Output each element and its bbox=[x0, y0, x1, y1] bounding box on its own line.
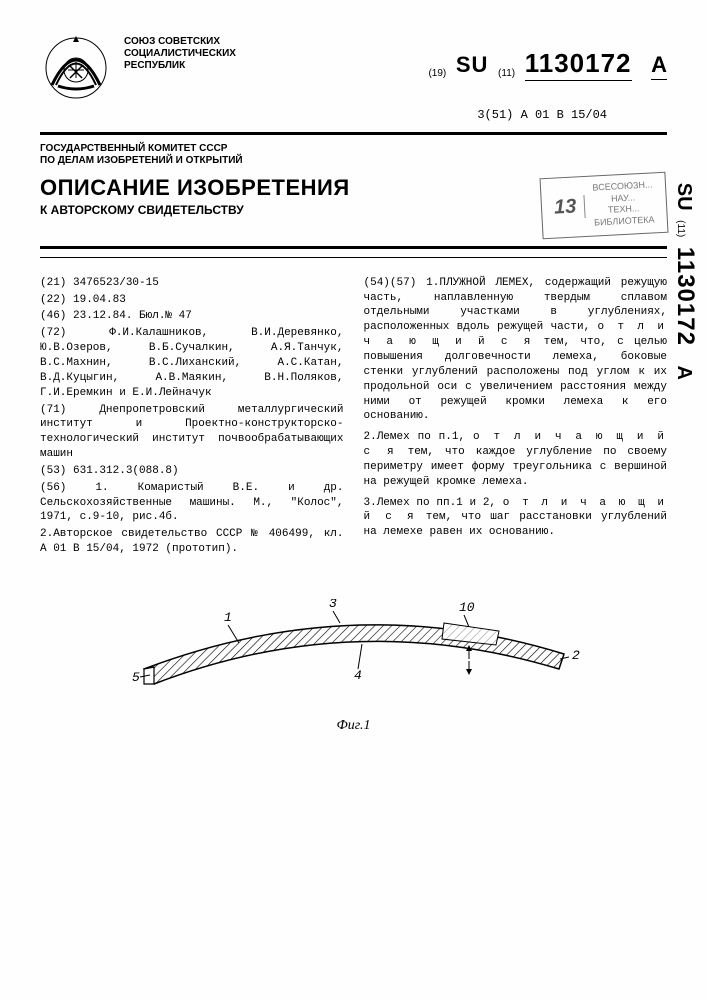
side-kind: A bbox=[673, 366, 695, 380]
code-19-label: (19) bbox=[428, 68, 446, 79]
stamp-line: НАУ... bbox=[611, 192, 636, 203]
field-56-ref1: (56) 1. Комаристый В.Е. и др. Сельскохоз… bbox=[40, 481, 344, 526]
organization-name: СОЮЗ СОВЕТСКИХ СОЦИАЛИСТИЧЕСКИХ РЕСПУБЛИ… bbox=[124, 30, 274, 72]
fig-label-2: 2 bbox=[572, 648, 580, 663]
class-code: А 01 В 15/04 bbox=[521, 108, 607, 122]
side-publication-code: SU (11) 1130172 A bbox=[671, 183, 699, 380]
fig-label-3: 3 bbox=[329, 599, 337, 611]
claim-text: тем, что, с целью повышения долговечност… bbox=[364, 336, 668, 422]
class-prefix: 3(51) bbox=[477, 108, 513, 122]
claim-2: 2.Лемех по п.1, о т л и ч а ю щ и й с я … bbox=[364, 430, 668, 489]
fig-label-1: 1 bbox=[224, 610, 232, 625]
divider bbox=[40, 246, 667, 249]
bibliographic-column: (21) 3476523/30-15 (22) 19.04.83 (46) 23… bbox=[40, 276, 344, 559]
claim-text: 3.Лемех по пп.1 и 2, bbox=[364, 497, 503, 509]
figure-1: 5 1 3 4 10 2 Фиг.1 bbox=[40, 599, 667, 734]
ipc-classification: 3(51) А 01 В 15/04 bbox=[40, 108, 607, 122]
code-11-label: (11) bbox=[498, 68, 515, 79]
fig-label-10: 10 bbox=[459, 600, 475, 615]
side-number: 1130172 bbox=[672, 247, 699, 346]
field-71-applicant: (71) Днепропетровский металлургический и… bbox=[40, 403, 344, 462]
figure-caption: Фиг.1 bbox=[40, 718, 667, 734]
publication-code: (19) SU (11) 1130172 A bbox=[428, 30, 667, 79]
side-code11: (11) bbox=[675, 220, 686, 237]
document-title: ОПИСАНИЕ ИЗОБРЕТЕНИЯ bbox=[40, 175, 350, 201]
fig-label-4: 4 bbox=[354, 668, 362, 683]
document-subtitle: К АВТОРСКОМУ СВИДЕТЕЛЬСТВУ bbox=[40, 203, 350, 217]
claim-text: 2.Лемех по п.1, bbox=[364, 431, 473, 443]
side-country: SU bbox=[673, 183, 695, 211]
field-21: (21) 3476523/30-15 bbox=[40, 276, 344, 291]
field-22: (22) 19.04.83 bbox=[40, 293, 344, 308]
claim-1: (54)(57) 1.ПЛУЖНОЙ ЛЕМЕХ, содержащий реж… bbox=[364, 276, 668, 424]
field-72-inventors: (72) Ф.И.Калашников, В.И.Деревянко, Ю.В.… bbox=[40, 326, 344, 400]
divider bbox=[40, 132, 667, 135]
patent-number: 1130172 bbox=[525, 48, 632, 81]
field-46: (46) 23.12.84. Бюл.№ 47 bbox=[40, 309, 344, 324]
stamp-line: ТЕХН... bbox=[608, 204, 640, 216]
divider bbox=[40, 257, 667, 258]
field-53: (53) 631.312.3(088.8) bbox=[40, 464, 344, 479]
stamp-line: ВСЕСОЮЗН... bbox=[593, 179, 653, 192]
stamp-number: 13 bbox=[554, 195, 586, 220]
abstract-column: (54)(57) 1.ПЛУЖНОЙ ЛЕМЕХ, содержащий реж… bbox=[364, 276, 668, 559]
fig-label-5: 5 bbox=[132, 670, 140, 685]
field-56-ref2: 2.Авторское свидетельство СССР № 406499,… bbox=[40, 527, 344, 557]
library-stamp: 13 ВСЕСОЮЗН... НАУ... ТЕХН... БИБЛИОТЕКА bbox=[540, 172, 669, 239]
claim-text: тем, что каждое углубление по своему пер… bbox=[364, 446, 668, 488]
stamp-line: БИБЛИОТЕКА bbox=[594, 214, 655, 227]
country-code: SU bbox=[456, 52, 489, 77]
claim-3: 3.Лемех по пп.1 и 2, о т л и ч а ю щ и й… bbox=[364, 496, 668, 541]
committee-name: ГОСУДАРСТВЕННЫЙ КОМИТЕТ СССР ПО ДЕЛАМ ИЗ… bbox=[40, 143, 667, 167]
state-emblem bbox=[40, 30, 112, 102]
kind-code: A bbox=[651, 52, 667, 80]
